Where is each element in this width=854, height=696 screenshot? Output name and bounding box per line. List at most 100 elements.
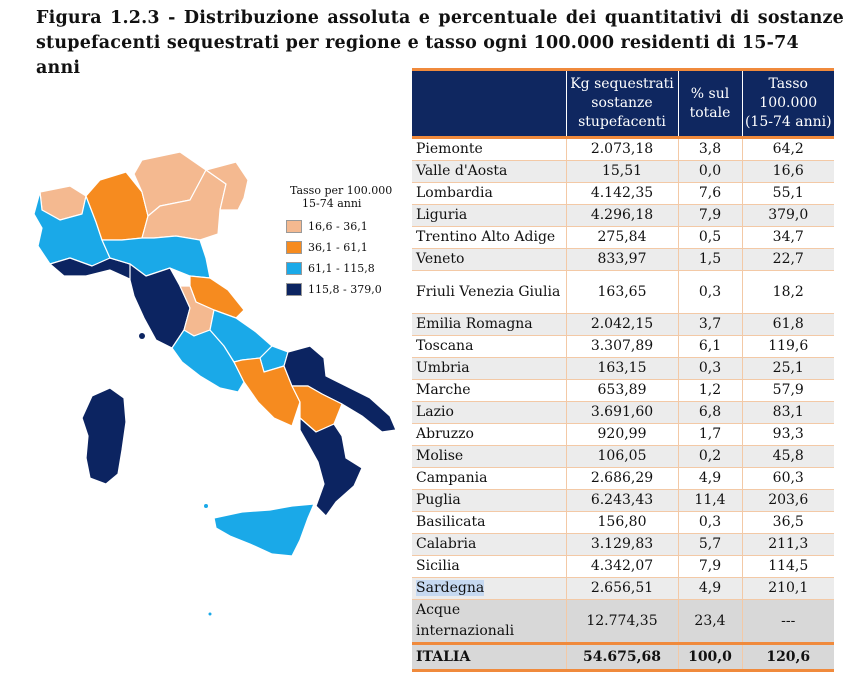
island-small — [208, 612, 212, 616]
cell-kg: 3.691,60 — [565, 401, 678, 424]
cell-rate: 119,6 — [741, 335, 834, 358]
cell-kg: 4.142,35 — [565, 182, 678, 205]
cell-region: Molise — [412, 445, 566, 468]
cell-rate: --- — [741, 599, 834, 645]
cell-pct: 23,4 — [677, 599, 742, 645]
cell-kg: 653,89 — [565, 379, 678, 402]
cell-region: Liguria — [412, 204, 566, 227]
legend-item: 16,6 - 36,1 — [286, 216, 416, 237]
cell-region: Umbria — [412, 357, 566, 380]
table-row: Sardegna 2.656,51 4,9 210,1 — [412, 577, 834, 600]
cell-rate: 120,6 — [741, 643, 834, 672]
legend-label: 115,8 - 379,0 — [308, 283, 382, 296]
island-small — [204, 504, 208, 508]
header-rate: Tasso 100.000 (15-74 anni) — [741, 68, 834, 139]
cell-region: Emilia Romagna — [412, 313, 566, 336]
table-row: Valle d'Aosta 15,51 0,0 16,6 — [412, 160, 834, 183]
cell-kg: 275,84 — [565, 226, 678, 249]
cell-pct: 3,7 — [677, 313, 742, 336]
cell-pct: 5,7 — [677, 533, 742, 556]
figure-title-line2: stupefacenti sequestrati per regione e t… — [36, 33, 799, 78]
cell-region: Calabria — [412, 533, 566, 556]
cell-pct: 6,8 — [677, 401, 742, 424]
cell-kg: 2.042,15 — [565, 313, 678, 336]
legend-swatch — [286, 283, 302, 296]
cell-pct: 100,0 — [677, 643, 742, 672]
legend-item: 61,1 - 115,8 — [286, 258, 416, 279]
cell-kg: 106,05 — [565, 445, 678, 468]
header-kg: Kg sequestrati sostanze stupefacenti — [565, 68, 678, 139]
cell-pct: 7,9 — [677, 555, 742, 578]
table-row: Lombardia 4.142,35 7,6 55,1 — [412, 182, 834, 205]
cell-region: Sicilia — [412, 555, 566, 578]
cell-kg: 163,65 — [565, 270, 678, 314]
header-region — [412, 68, 566, 139]
table-row: Campania 2.686,29 4,9 60,3 — [412, 467, 834, 490]
cell-pct: 3,8 — [677, 137, 742, 161]
cell-pct: 11,4 — [677, 489, 742, 512]
cell-kg: 4.342,07 — [565, 555, 678, 578]
table-row: Abruzzo 920,99 1,7 93,3 — [412, 423, 834, 446]
table-row: Calabria 3.129,83 5,7 211,3 — [412, 533, 834, 556]
table-row: Puglia 6.243,43 11,4 203,6 — [412, 489, 834, 512]
table-row: Friuli Venezia Giulia 163,65 0,3 18,2 — [412, 270, 834, 314]
cell-pct: 1,2 — [677, 379, 742, 402]
legend-label: 61,1 - 115,8 — [308, 262, 375, 275]
legend-swatch — [286, 220, 302, 233]
cell-kg: 2.073,18 — [565, 137, 678, 161]
table-row: Lazio 3.691,60 6,8 83,1 — [412, 401, 834, 424]
figure-title-line1: Figura 1.2.3 - Distribuzione assoluta e … — [36, 8, 844, 28]
legend-label: 16,6 - 36,1 — [308, 220, 368, 233]
legend-title-line2: 15-74 anni — [302, 197, 362, 210]
cell-rate: 22,7 — [741, 248, 834, 271]
region-friuli — [205, 161, 249, 211]
cell-kg: 156,80 — [565, 511, 678, 534]
cell-rate: 93,3 — [741, 423, 834, 446]
table-row: Umbria 163,15 0,3 25,1 — [412, 357, 834, 380]
cell-pct: 0,5 — [677, 226, 742, 249]
cell-rate: 18,2 — [741, 270, 834, 314]
cell-region: Trentino Alto Adige — [412, 226, 566, 249]
cell-pct: 0,0 — [677, 160, 742, 183]
table-row: Molise 106,05 0,2 45,8 — [412, 445, 834, 468]
cell-kg: 3.129,83 — [565, 533, 678, 556]
table-row: Veneto 833,97 1,5 22,7 — [412, 248, 834, 271]
cell-kg: 6.243,43 — [565, 489, 678, 512]
cell-pct: 0,3 — [677, 511, 742, 534]
cell-pct: 4,9 — [677, 577, 742, 600]
selected-text[interactable]: Sardegna — [416, 580, 485, 596]
cell-rate: 83,1 — [741, 401, 834, 424]
cell-kg: 833,97 — [565, 248, 678, 271]
cell-kg: 12.774,35 — [565, 599, 678, 645]
table-row: Acque internazionali 12.774,35 23,4 --- — [412, 599, 834, 645]
cell-region: Basilicata — [412, 511, 566, 534]
cell-region: Campania — [412, 467, 566, 490]
cell-kg: 2.656,51 — [565, 577, 678, 600]
cell-rate: 16,6 — [741, 160, 834, 183]
cell-region: Puglia — [412, 489, 566, 512]
cell-rate: 379,0 — [741, 204, 834, 227]
legend-swatch — [286, 241, 302, 254]
legend-label: 36,1 - 61,1 — [308, 241, 368, 254]
cell-region: Marche — [412, 379, 566, 402]
table-row: Basilicata 156,80 0,3 36,5 — [412, 511, 834, 534]
cell-kg: 4.296,18 — [565, 204, 678, 227]
cell-rate: 45,8 — [741, 445, 834, 468]
table-row: Toscana 3.307,89 6,1 119,6 — [412, 335, 834, 358]
cell-pct: 7,9 — [677, 204, 742, 227]
figure-title: Figura 1.2.3 - Distribuzione assoluta e … — [36, 6, 844, 81]
table-row: Emilia Romagna 2.042,15 3,7 61,8 — [412, 313, 834, 336]
cell-region: Sardegna — [412, 577, 566, 600]
cell-kg: 3.307,89 — [565, 335, 678, 358]
table-header-row: Kg sequestrati sostanze stupefacenti % s… — [412, 68, 834, 139]
cell-rate: 25,1 — [741, 357, 834, 380]
cell-kg: 2.686,29 — [565, 467, 678, 490]
cell-pct: 1,7 — [677, 423, 742, 446]
cell-pct: 7,6 — [677, 182, 742, 205]
cell-region: Veneto — [412, 248, 566, 271]
cell-rate: 61,8 — [741, 313, 834, 336]
cell-region: Abruzzo — [412, 423, 566, 446]
legend-swatch — [286, 262, 302, 275]
region-sicilia — [213, 503, 315, 557]
table-row: Sicilia 4.342,07 7,9 114,5 — [412, 555, 834, 578]
